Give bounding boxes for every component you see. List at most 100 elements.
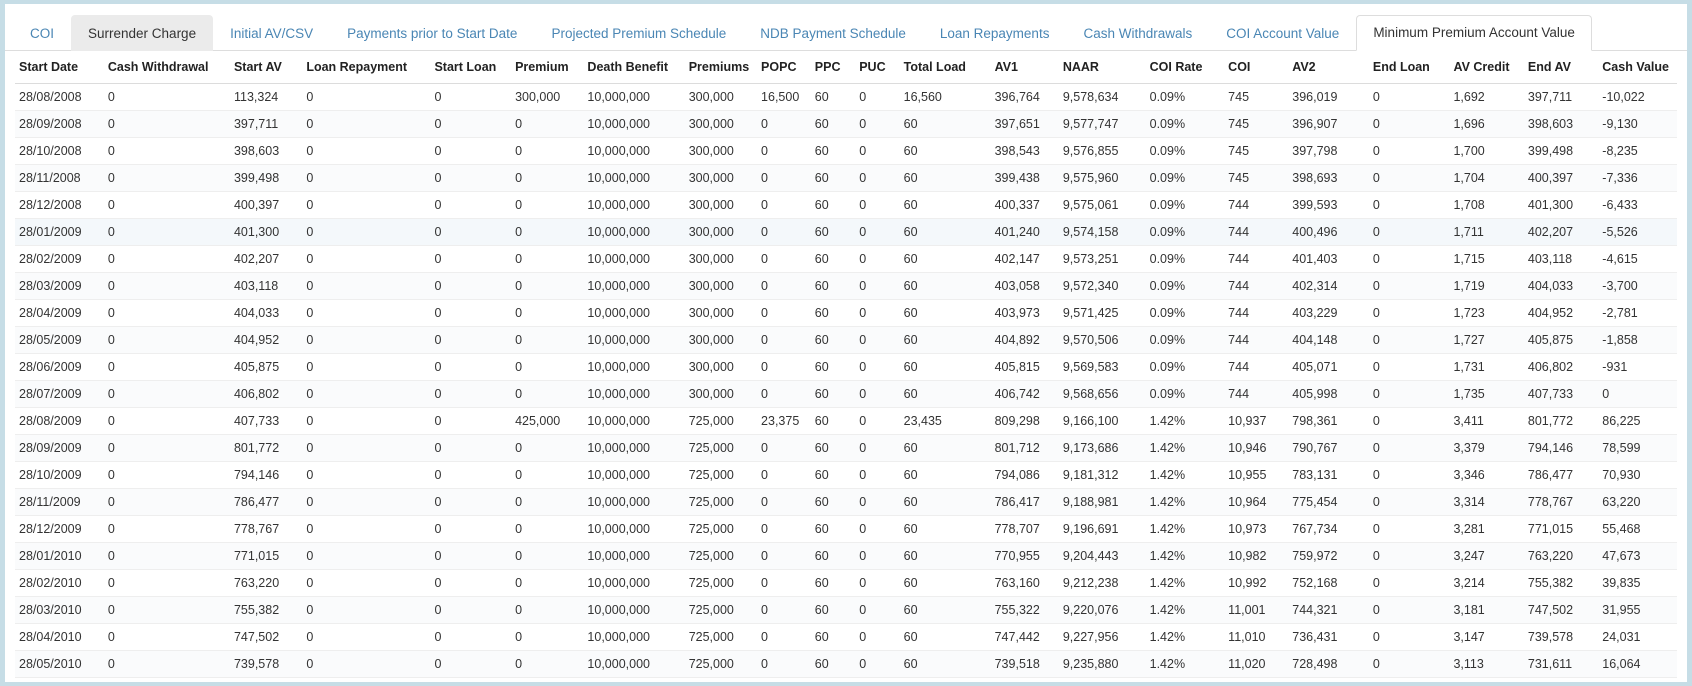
table-row[interactable]: 28/08/2008 0 113,324 0 0 300,000 10,000,000 300… xyxy=(15,83,1677,111)
column-header-popc[interactable]: POPC xyxy=(757,51,811,84)
column-header-start-loan[interactable]: Start Loan xyxy=(430,51,512,84)
table-row[interactable]: 28/12/2009 0 778,767 0 0 0 10,000,000 725,000 0 6… xyxy=(15,515,1677,543)
cell-start-date: 28/02/2010 xyxy=(15,569,104,597)
cell-coi-rate: 1.42% xyxy=(1145,515,1225,543)
cell-end-av: 398,603 xyxy=(1523,110,1599,138)
cell-death-benefit: 10,000,000 xyxy=(583,245,685,273)
table-row[interactable]: 28/02/2010 0 763,220 0 0 0 10,000,000 725,000 0 6… xyxy=(15,569,1677,597)
cell-premium: 0 xyxy=(511,110,584,138)
cell-death-benefit: 10,000,000 xyxy=(583,326,685,354)
cell-start-loan: 0 xyxy=(430,380,512,408)
cell-coi: 745 xyxy=(1224,110,1289,138)
column-header-end-av[interactable]: End AV xyxy=(1523,51,1599,84)
cell-cash-value: -7,336 xyxy=(1598,164,1677,192)
table-row[interactable]: 28/11/2009 0 786,477 0 0 0 10,000,000 725,000 0 6… xyxy=(15,488,1677,516)
tab-cash-withdrawals[interactable]: Cash Withdrawals xyxy=(1083,25,1193,41)
tab-loan-repayments[interactable]: Loan Repayments xyxy=(939,25,1050,41)
column-header-coi[interactable]: COI xyxy=(1224,51,1289,84)
table-row[interactable]: 28/04/2010 0 747,502 0 0 0 10,000,000 725,000 0 6… xyxy=(15,623,1677,651)
table-row[interactable]: 28/03/2010 0 755,382 0 0 0 10,000,000 725,000 0 6… xyxy=(15,596,1677,624)
table-row[interactable]: 28/09/2008 0 397,711 0 0 0 10,000,000 300,000 0 6… xyxy=(15,110,1677,138)
cell-naar: 9,576,855 xyxy=(1058,137,1146,165)
column-header-premiums[interactable]: Premiums xyxy=(684,51,758,84)
table-row[interactable]: 28/05/2010 0 739,578 0 0 0 10,000,000 725,000 0 6… xyxy=(15,650,1677,678)
tab-payments-prior-to-start-date[interactable]: Payments prior to Start Date xyxy=(347,25,518,41)
column-header-cash-withdrawal[interactable]: Cash Withdrawal xyxy=(103,51,230,84)
cell-end-av: 723,601 xyxy=(1523,677,1599,682)
cell-coi-rate: 0.09% xyxy=(1145,83,1225,111)
column-header-premium[interactable]: Premium xyxy=(511,51,584,84)
cell-puc: 0 xyxy=(855,569,900,597)
cell-av2: 399,593 xyxy=(1288,191,1369,219)
cell-start-date: 28/04/2010 xyxy=(15,623,104,651)
column-header-coi-rate[interactable]: COI Rate xyxy=(1145,51,1225,84)
tab-projected-premium-schedule[interactable]: Projected Premium Schedule xyxy=(551,25,727,41)
cell-coi-rate: 0.09% xyxy=(1145,353,1225,381)
cell-coi-rate: 1.42% xyxy=(1145,461,1225,489)
table-row[interactable]: 28/11/2008 0 399,498 0 0 0 10,000,000 300,000 0 6… xyxy=(15,164,1677,192)
cell-premiums: 725,000 xyxy=(684,596,758,624)
table-row[interactable]: 28/07/2009 0 406,802 0 0 0 10,000,000 300,000 0 6… xyxy=(15,380,1677,408)
cell-premiums: 300,000 xyxy=(684,299,758,327)
cell-premiums: 300,000 xyxy=(684,272,758,300)
table-row[interactable]: 28/01/2010 0 771,015 0 0 0 10,000,000 725,000 0 6… xyxy=(15,542,1677,570)
cell-ppc: 60 xyxy=(810,137,856,165)
cell-premiums: 725,000 xyxy=(684,407,758,435)
cell-end-loan: 0 xyxy=(1368,596,1450,624)
column-header-cash-value[interactable]: Cash Value xyxy=(1598,51,1677,84)
cell-start-av: 404,033 xyxy=(229,299,303,327)
cell-end-av: 401,300 xyxy=(1523,191,1599,219)
tab-coi[interactable]: COI xyxy=(30,25,55,41)
cell-cash-value: -9,130 xyxy=(1598,110,1677,138)
cell-total-load: 60 xyxy=(899,542,991,570)
column-header-start-av[interactable]: Start AV xyxy=(229,51,303,84)
table-scroll-region[interactable]: Start Date Cash Withdrawal Start AV Loan Re… xyxy=(5,51,1687,682)
column-header-av1[interactable]: AV1 xyxy=(990,51,1059,84)
tab-surrender-charge[interactable]: Surrender Charge xyxy=(71,15,214,51)
table-row[interactable]: 28/08/2009 0 407,733 0 0 425,000 10,000,000 725… xyxy=(15,407,1677,435)
cell-death-benefit: 10,000,000 xyxy=(583,380,685,408)
column-header-end-loan[interactable]: End Loan xyxy=(1368,51,1450,84)
column-header-av-credit[interactable]: AV Credit xyxy=(1449,51,1524,84)
table-row[interactable]: 28/10/2008 0 398,603 0 0 0 10,000,000 300,000 0 6… xyxy=(15,137,1677,165)
table-row[interactable]: 28/06/2009 0 405,875 0 0 0 10,000,000 300,000 0 6… xyxy=(15,353,1677,381)
cell-total-load: 60 xyxy=(899,353,991,381)
cell-coi: 744 xyxy=(1224,191,1289,219)
tab-minimum-premium-account-value[interactable]: Minimum Premium Account Value xyxy=(1356,15,1592,51)
table-row[interactable]: 28/12/2008 0 400,397 0 0 0 10,000,000 300,000 0 6… xyxy=(15,191,1677,219)
column-header-death-benefit[interactable]: Death Benefit xyxy=(583,51,685,84)
cell-coi: 745 xyxy=(1224,83,1289,111)
cell-total-load: 60 xyxy=(899,434,991,462)
table-row[interactable]: 28/01/2009 0 401,300 0 0 0 10,000,000 300,000 0 6… xyxy=(15,218,1677,246)
table-row[interactable]: 28/06/20100731,61100010,000,000725,00006… xyxy=(15,677,1677,682)
cell-premium: 0 xyxy=(511,299,584,327)
tab-initial-av-csv[interactable]: Initial AV/CSV xyxy=(230,25,314,41)
cell-coi: 10,992 xyxy=(1224,569,1289,597)
cell-puc: 0 xyxy=(855,299,900,327)
cell-av2: 405,071 xyxy=(1288,353,1369,381)
table-row[interactable]: 28/09/2009 0 801,772 0 0 0 10,000,000 725,000 0 6… xyxy=(15,434,1677,462)
cell-start-loan: 0 xyxy=(430,515,512,543)
column-header-loan-repayment[interactable]: Loan Repayment xyxy=(302,51,431,84)
cell-start-date: 28/08/2009 xyxy=(15,407,104,435)
table-row[interactable]: 28/05/2009 0 404,952 0 0 0 10,000,000 300,000 0 6… xyxy=(15,326,1677,354)
tab-coi-account-value[interactable]: COI Account Value xyxy=(1226,25,1340,41)
cell-ppc: 60 xyxy=(810,650,856,678)
cell-av1: 403,973 xyxy=(990,299,1059,327)
table-row[interactable]: 28/03/2009 0 403,118 0 0 0 10,000,000 300,000 0 6… xyxy=(15,272,1677,300)
cell-death-benefit: 10,000,000 xyxy=(583,191,685,219)
tab-ndb-payment-schedule[interactable]: NDB Payment Schedule xyxy=(760,25,906,41)
column-header-total-load[interactable]: Total Load xyxy=(899,51,991,84)
cell-cash-value: 86,225 xyxy=(1598,407,1677,435)
table-row[interactable]: 28/02/2009 0 402,207 0 0 0 10,000,000 300,000 0 6… xyxy=(15,245,1677,273)
column-header-naar[interactable]: NAAR xyxy=(1058,51,1146,84)
column-header-av2[interactable]: AV2 xyxy=(1288,51,1369,84)
column-header-ppc[interactable]: PPC xyxy=(810,51,856,84)
column-header-start-date[interactable]: Start Date xyxy=(15,51,104,84)
cell-cash-withdrawal: 0 xyxy=(103,137,230,165)
table-row[interactable]: 28/10/2009 0 794,146 0 0 0 10,000,000 725,000 0 6… xyxy=(15,461,1677,489)
table-row[interactable]: 28/04/2009 0 404,033 0 0 0 10,000,000 300,000 0 6… xyxy=(15,299,1677,327)
column-header-puc[interactable]: PUC xyxy=(855,51,900,84)
cell-coi: 744 xyxy=(1224,218,1289,246)
cell-cash-withdrawal: 0 xyxy=(103,434,230,462)
